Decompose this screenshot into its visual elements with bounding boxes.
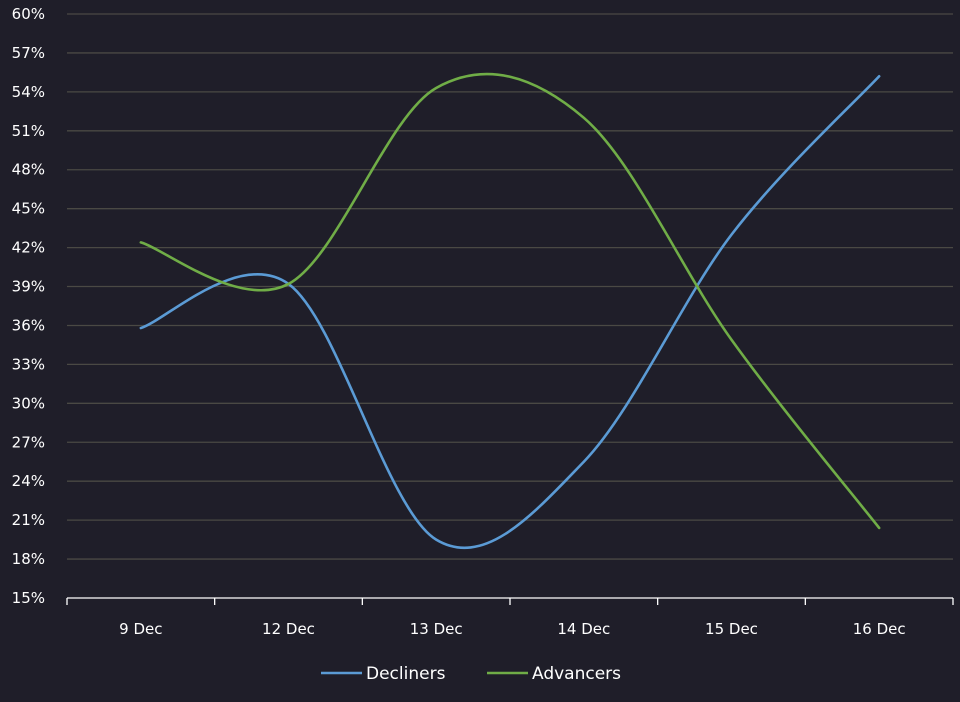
y-tick-label: 42% xyxy=(12,239,45,257)
y-tick-label: 60% xyxy=(12,5,45,23)
legend-item-advancers[interactable]: Advancers xyxy=(487,664,621,684)
y-tick-label: 15% xyxy=(12,589,45,607)
y-tick-label: 57% xyxy=(12,44,45,62)
y-tick-label: 21% xyxy=(12,511,45,529)
series-line-decliners xyxy=(139,74,881,550)
y-tick-label: 33% xyxy=(12,355,45,373)
legend-item-decliners[interactable]: Decliners xyxy=(321,664,446,684)
y-tick-label: 24% xyxy=(12,472,45,490)
gridlines xyxy=(67,13,953,560)
legend-label: Decliners xyxy=(366,664,446,684)
x-tick-label: 16 Dec xyxy=(853,620,906,638)
y-tick-label: 51% xyxy=(12,122,45,140)
x-tick-label: 13 Dec xyxy=(410,620,463,638)
x-axis: 9 Dec 12 Dec 13 Dec 14 Dec 15 Dec 16 Dec xyxy=(66,597,954,638)
y-axis-ticks: 15% 18% 21% 24% 27% 30% 33% 36% 39% 42% 45% 48% 51% 5… xyxy=(12,5,45,607)
series-line-advancers xyxy=(139,72,881,530)
y-tick-label: 39% xyxy=(12,278,45,296)
y-tick-label: 36% xyxy=(12,316,45,334)
y-tick-label: 54% xyxy=(12,83,45,101)
y-tick-label: 27% xyxy=(12,433,45,451)
x-tick-label: 15 Dec xyxy=(705,620,758,638)
legend-label: Advancers xyxy=(532,664,621,684)
y-tick-label: 45% xyxy=(12,200,45,218)
x-tick-label: 12 Dec xyxy=(262,620,315,638)
x-tick-label: 14 Dec xyxy=(557,620,610,638)
x-tick-label: 9 Dec xyxy=(119,620,162,638)
y-tick-label: 30% xyxy=(12,394,45,412)
legend: Decliners Advancers xyxy=(321,664,621,684)
y-tick-label: 18% xyxy=(12,550,45,568)
y-tick-label: 48% xyxy=(12,161,45,179)
series-lines xyxy=(139,72,881,550)
